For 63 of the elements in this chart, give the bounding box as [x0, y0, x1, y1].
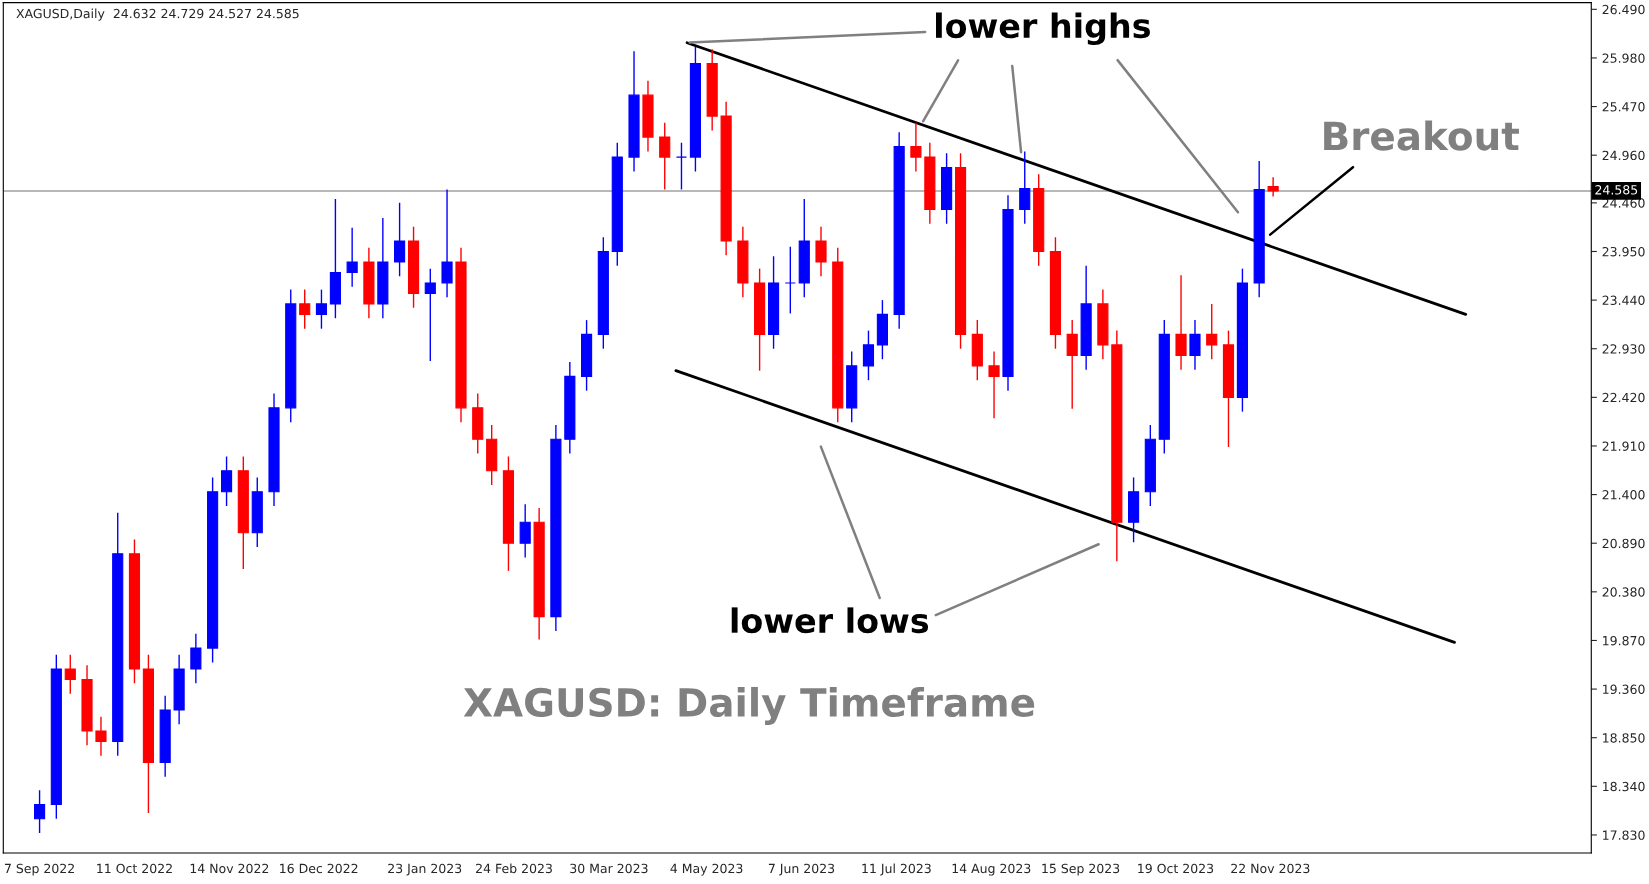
y-tick-label: 22.420	[1602, 392, 1645, 403]
y-tick-label: 23.950	[1602, 246, 1645, 257]
candlestick	[784, 246, 796, 315]
candlestick	[519, 503, 531, 559]
candlestick	[394, 202, 406, 277]
candlestick	[1066, 319, 1078, 410]
candlestick	[1267, 176, 1279, 198]
x-tick-label: 16 Dec 2022	[280, 863, 358, 874]
candlestick	[1019, 150, 1031, 225]
y-tick-label: 20.380	[1602, 587, 1645, 597]
annotation: XAGUSD: Daily Timeframe	[463, 686, 1035, 725]
y-tick-label: 21.910	[1602, 441, 1645, 451]
x-tick-label: 19 Oct 2023	[1138, 863, 1214, 874]
annotation: Breakout	[1324, 120, 1519, 151]
y-tick-label: 21.400	[1602, 490, 1645, 500]
candlestick	[659, 122, 671, 191]
y-tick-label: 25.470	[1602, 102, 1645, 112]
candlestick	[910, 122, 922, 173]
candlestick	[675, 142, 688, 191]
y-tick-label: 23.440	[1602, 295, 1645, 306]
candlestick	[190, 633, 202, 685]
y-tick-label: 18.850	[1603, 733, 1645, 743]
candlestick	[441, 188, 453, 298]
y-tick-label: 19.360	[1603, 684, 1645, 695]
y-tick-label: 26.490	[1602, 4, 1645, 15]
candlestick	[1189, 319, 1201, 371]
x-tick-label: 30 Mar 2023	[570, 863, 648, 874]
y-tick-label: 19.870	[1603, 635, 1645, 646]
candlestick	[34, 789, 46, 834]
annotation: lower lows	[731, 607, 929, 634]
candlestick	[862, 329, 875, 381]
candlestick	[299, 288, 311, 330]
x-tick-label: 14 Nov 2022	[190, 863, 269, 874]
x-tick-label: 15 Sep 2023	[1042, 863, 1120, 876]
ref-line-label: 24.585	[1595, 185, 1638, 195]
chart-title: XAGUSD,Daily 24.632 24.729 24.527 24.585	[16, 8, 299, 21]
candlestick	[1175, 274, 1187, 371]
x-tick-label: 14 Aug 2023	[952, 863, 1031, 876]
candlestick	[424, 267, 436, 362]
annotation: lower highs	[935, 12, 1150, 45]
y-tick-label: 17.830	[1603, 830, 1645, 840]
y-tick-label: 24.960	[1602, 150, 1645, 161]
x-tick-label: 23 Jan 2023	[388, 863, 462, 876]
x-tick-label: 11 Oct 2022	[97, 863, 172, 874]
y-tick-label: 20.890	[1602, 538, 1645, 549]
y-tick-label: 22.930	[1602, 344, 1645, 354]
candlestick	[64, 654, 76, 695]
y-tick-label: 24.460	[1602, 198, 1645, 208]
candlestick	[95, 716, 107, 757]
candlestick	[220, 455, 233, 507]
x-tick-label: 7 Sep 2022	[4, 863, 74, 876]
candlestick	[346, 226, 358, 288]
x-tick-label: 4 May 2023	[670, 863, 743, 876]
candlestick	[315, 288, 328, 330]
x-tick-label: 22 Nov 2023	[1231, 863, 1310, 874]
candlestick	[815, 225, 827, 277]
candlestick	[988, 350, 1000, 420]
x-tick-label: 24 Feb 2023	[476, 863, 552, 874]
x-tick-label: 11 Jul 2023	[862, 863, 931, 876]
x-tick-label: 7 Jun 2023	[768, 863, 835, 876]
y-tick-label: 18.340	[1603, 781, 1645, 792]
y-tick-label: 25.980	[1602, 53, 1645, 63]
candlestick	[1206, 303, 1218, 360]
